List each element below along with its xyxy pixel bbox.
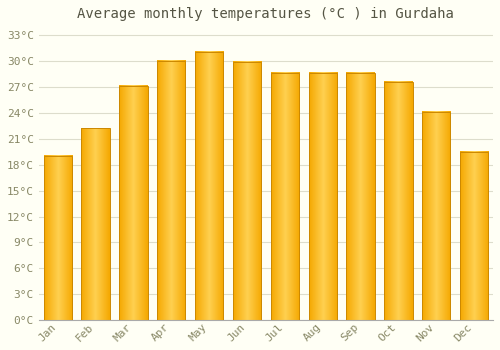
Bar: [308, 73, 337, 320]
Bar: [44, 156, 72, 320]
Bar: [195, 52, 224, 320]
Bar: [346, 73, 375, 320]
Bar: [82, 128, 110, 320]
Bar: [422, 112, 450, 320]
Bar: [233, 62, 261, 320]
Bar: [157, 61, 186, 320]
Bar: [460, 152, 488, 320]
Title: Average monthly temperatures (°C ) in Gurdaha: Average monthly temperatures (°C ) in Gu…: [78, 7, 454, 21]
Bar: [270, 73, 299, 320]
Bar: [384, 82, 412, 320]
Bar: [119, 86, 148, 320]
